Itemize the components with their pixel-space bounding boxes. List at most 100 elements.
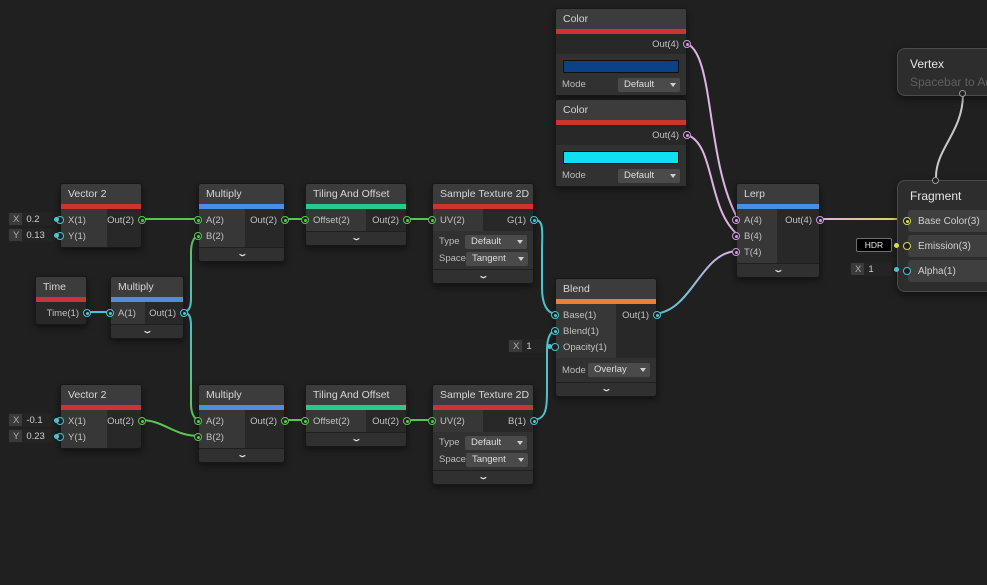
node-tiling-offset-top[interactable]: Tiling And Offset Offset(2) Out(2) › [301, 183, 411, 246]
input-port-b[interactable] [194, 433, 202, 441]
output-port-out4[interactable] [683, 40, 691, 48]
output-port-g1[interactable] [530, 216, 538, 224]
input-port-base[interactable] [551, 311, 559, 319]
output-port-out2[interactable] [403, 216, 411, 224]
wire-blend-to-lerp-t[interactable] [651, 250, 739, 315]
node-title: Multiply [199, 184, 284, 204]
fragment-row-alpha[interactable]: Alpha(1) [903, 260, 987, 282]
node-vertex-master[interactable]: Vertex Spacebar to Add [897, 48, 987, 96]
node-color-2[interactable]: Color Out(4) Mode Default [555, 99, 691, 187]
wire-color1-to-lerp-a[interactable] [684, 42, 739, 220]
input-port-a[interactable] [732, 216, 740, 224]
node-fragment-master[interactable]: Fragment Base Color(3) Emission(3) Alpha… [897, 180, 987, 292]
input-port-offset[interactable] [301, 216, 309, 224]
output-port-out4[interactable] [683, 131, 691, 139]
wire-color2-to-lerp-b[interactable] [684, 133, 739, 236]
node-vector2-top[interactable]: Vector 2 X(1) Y(1) Out(2) [56, 183, 146, 248]
vector2-bottom-x-field[interactable]: X -0.1 [8, 413, 52, 427]
fragment-alpha-field[interactable]: X 1 [850, 262, 892, 276]
output-port-out2[interactable] [281, 417, 289, 425]
field-value[interactable]: 0.13 [22, 229, 51, 241]
output-port-out1[interactable] [180, 309, 188, 317]
color-swatch[interactable] [563, 60, 679, 73]
vector2-bottom-y-field[interactable]: Y 0.23 [8, 429, 52, 443]
collapse-chevron-icon: › [139, 329, 157, 334]
collapse-chevron-icon: › [598, 387, 616, 392]
node-vector2-bottom[interactable]: Vector 2 X(1) Y(1) Out(2) [56, 384, 146, 449]
emission-hdr-field[interactable]: HDR [856, 238, 892, 252]
node-blend[interactable]: Blend Base(1) Blend(1) Opacity(1) Out(1)… [551, 278, 661, 397]
type-label: Type [439, 437, 460, 448]
collapse-strip[interactable]: › [306, 432, 406, 446]
vertex-stack-connector[interactable] [959, 90, 966, 97]
output-port-time1[interactable] [83, 309, 91, 317]
blend-opacity-field[interactable]: X 1 [508, 339, 546, 353]
wire-vector2bottom-to-multiplybottom-b[interactable] [139, 419, 201, 437]
port-label: Alpha(1) [918, 265, 956, 277]
input-port-a[interactable] [194, 216, 202, 224]
space-dropdown[interactable]: Tangent [465, 452, 528, 467]
input-port-offset[interactable] [301, 417, 309, 425]
port-label: Out(1) [149, 307, 176, 319]
node-multiply-bottom[interactable]: Multiply A(2) B(2) Out(2) › [194, 384, 289, 463]
wire-sampletop-to-blend-base[interactable] [531, 218, 558, 315]
output-port-out4[interactable] [816, 216, 824, 224]
collapse-strip[interactable]: › [306, 231, 406, 245]
space-dropdown[interactable]: Tangent [465, 251, 528, 266]
collapse-strip[interactable]: › [199, 247, 284, 261]
output-port-out2[interactable] [138, 417, 146, 425]
node-sample-texture-top[interactable]: Sample Texture 2D UV(2) G(1) Type Defaul… [428, 183, 538, 284]
mode-dropdown[interactable]: Default [618, 77, 680, 92]
input-port-a[interactable] [194, 417, 202, 425]
fragment-stack-connector[interactable] [932, 177, 939, 184]
fragment-row-base-color[interactable]: Base Color(3) [903, 210, 987, 232]
vector2-top-y-field[interactable]: Y 0.13 [8, 228, 52, 242]
input-port-alpha[interactable] [903, 267, 911, 275]
field-value[interactable]: 1 [864, 263, 891, 275]
value-connector-dot [54, 418, 59, 423]
collapse-strip[interactable]: › [199, 448, 284, 462]
input-port-uv[interactable] [428, 417, 436, 425]
collapse-strip[interactable]: › [433, 269, 533, 283]
type-dropdown[interactable]: Default [465, 435, 527, 450]
node-color-1[interactable]: Color Out(4) Mode Default [555, 8, 691, 96]
node-title: Vector 2 [61, 184, 141, 204]
input-port-opacity[interactable] [551, 343, 559, 351]
field-label: X [513, 340, 520, 352]
field-value[interactable]: -0.1 [22, 414, 51, 426]
input-port-b[interactable] [194, 232, 202, 240]
vector2-top-x-field[interactable]: X 0.2 [8, 212, 52, 226]
node-time[interactable]: Time Time(1) [35, 276, 91, 325]
field-value[interactable]: 0.2 [22, 213, 51, 225]
field-value[interactable]: 1 [522, 340, 545, 352]
mode-dropdown[interactable]: Default [618, 168, 680, 183]
input-port-a[interactable] [106, 309, 114, 317]
type-dropdown[interactable]: Default [465, 234, 527, 249]
collapse-strip[interactable]: › [111, 324, 183, 338]
collapse-strip[interactable]: › [737, 263, 819, 277]
output-port-out2[interactable] [281, 216, 289, 224]
collapse-strip[interactable]: › [433, 470, 533, 484]
node-multiply-time[interactable]: Multiply A(1) Out(1) › [106, 276, 188, 339]
input-port-emission[interactable] [903, 242, 911, 250]
node-sample-texture-bottom[interactable]: Sample Texture 2D UV(2) B(1) Type Defaul… [428, 384, 538, 485]
node-tiling-offset-bottom[interactable]: Tiling And Offset Offset(2) Out(2) › [301, 384, 411, 447]
mode-dropdown[interactable]: Overlay [588, 363, 650, 377]
node-lerp[interactable]: Lerp A(4) B(4) T(4) Out(4) › [732, 183, 824, 278]
field-value[interactable]: 0.23 [22, 430, 51, 442]
input-port-t[interactable] [732, 248, 740, 256]
output-port-out2[interactable] [138, 216, 146, 224]
output-port-b1[interactable] [530, 417, 538, 425]
color-swatch[interactable] [563, 151, 679, 164]
collapse-strip[interactable]: › [556, 382, 656, 396]
input-port-uv[interactable] [428, 216, 436, 224]
output-port-out1[interactable] [653, 311, 661, 319]
node-multiply-top[interactable]: Multiply A(2) B(2) Out(2) › [194, 183, 289, 262]
input-port-blend[interactable] [551, 327, 559, 335]
fragment-row-emission[interactable]: Emission(3) [903, 235, 987, 257]
wire-vertex-to-fragment[interactable] [935, 93, 964, 178]
output-port-out2[interactable] [403, 417, 411, 425]
input-port-base-color[interactable] [903, 217, 911, 225]
input-port-b[interactable] [732, 232, 740, 240]
